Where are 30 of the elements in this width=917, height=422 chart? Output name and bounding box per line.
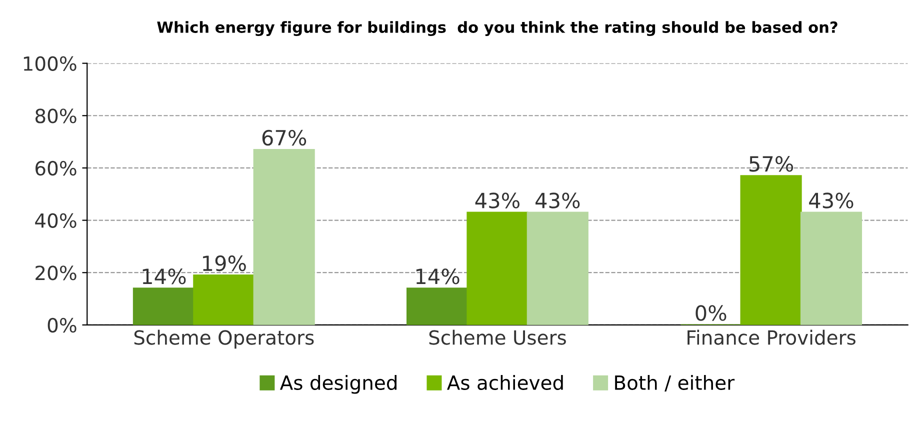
legend-label: Both / either — [615, 374, 735, 392]
data-label: 14% — [142, 268, 186, 284]
chart-title: Which energy figure for buildings do you think the rating should be based on? — [157, 21, 838, 36]
bar — [740, 175, 802, 325]
legend-label: As achieved — [447, 374, 563, 390]
bar — [526, 212, 588, 325]
y-tick-label: 0% — [48, 318, 76, 333]
x-tick-label: Scheme Operators — [134, 330, 314, 349]
y-tick-label: 40% — [35, 213, 76, 228]
data-label: 14% — [416, 268, 460, 284]
data-label: 19% — [203, 255, 246, 272]
bar — [193, 274, 255, 325]
data-label: 43% — [536, 192, 580, 208]
data-label: 43% — [809, 192, 854, 208]
y-tick-label: 80% — [35, 108, 76, 124]
data-label: 67% — [262, 130, 306, 146]
x-tick-label: Finance Providers — [688, 330, 856, 345]
y-tick-label: 100% — [24, 56, 76, 71]
legend-label: As designed — [280, 374, 396, 394]
y-tick-label: 60% — [36, 160, 76, 176]
x-tick-label: Scheme Users — [429, 330, 566, 345]
data-label: 57% — [750, 156, 794, 172]
bar — [406, 288, 468, 325]
data-label: 43% — [475, 192, 520, 208]
bar — [132, 288, 195, 325]
bar — [253, 148, 315, 325]
y-tick-label: 20% — [36, 266, 76, 280]
bar — [800, 212, 862, 325]
data-label: 0% — [696, 305, 726, 321]
bar — [466, 212, 528, 325]
